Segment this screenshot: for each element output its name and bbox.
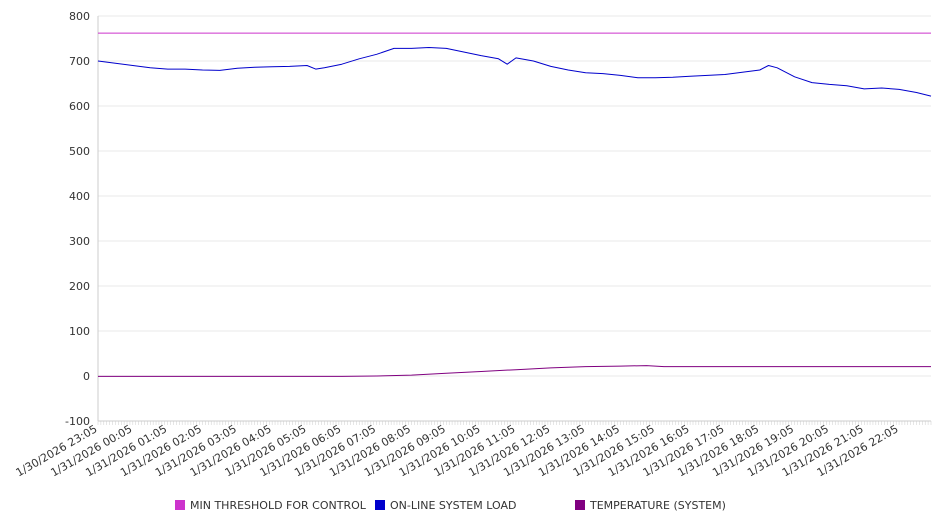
axes <box>97 16 932 425</box>
legend-swatch <box>375 500 385 510</box>
y-tick-label: 400 <box>69 190 90 203</box>
y-tick-label: 200 <box>69 280 90 293</box>
grid-lines <box>98 15 931 422</box>
y-tick-label: 0 <box>83 370 90 383</box>
legend-label: MIN THRESHOLD FOR CONTROL <box>190 499 367 512</box>
series-line-3 <box>98 365 931 377</box>
series-line-2 <box>97 47 932 97</box>
legend-label: TEMPERATURE (SYSTEM) <box>589 499 726 512</box>
x-tick-labels: 1/30/2026 23:051/31/2026 00:051/31/2026 … <box>14 422 901 479</box>
y-tick-label: 600 <box>69 100 90 113</box>
y-tick-label: -100 <box>65 415 90 428</box>
y-tick-label: 300 <box>69 235 90 248</box>
legend-swatch <box>175 500 185 510</box>
legend: MIN THRESHOLD FOR CONTROL ON-LINE SYSTEM … <box>175 499 726 512</box>
y-tick-label: 100 <box>69 325 90 338</box>
series-lines <box>97 32 932 377</box>
y-tick-label: 700 <box>69 55 90 68</box>
y-tick-label: 500 <box>69 145 90 158</box>
y-tick-labels: -100 0 100 200 300 400 500 600 700 800 <box>65 10 90 428</box>
legend-label: ON-LINE SYSTEM LOAD <box>390 499 516 512</box>
legend-swatch <box>575 500 585 510</box>
y-tick-label: 800 <box>69 10 90 23</box>
